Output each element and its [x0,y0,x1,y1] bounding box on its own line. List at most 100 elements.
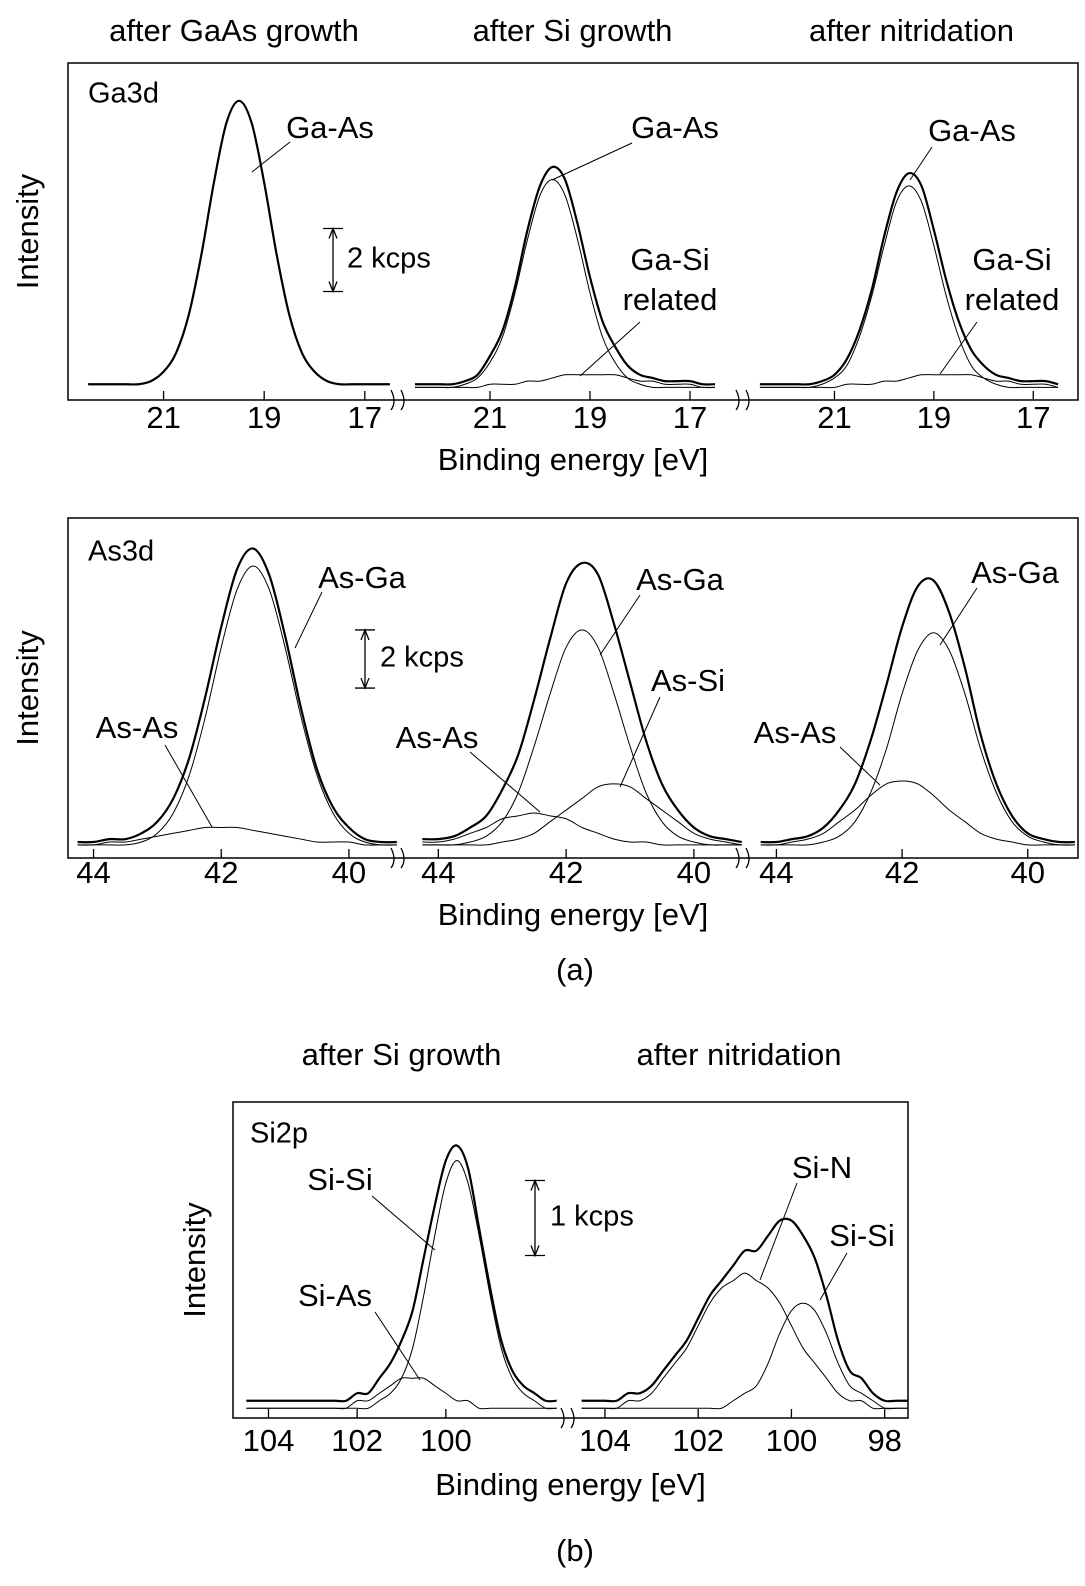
scale-bar-arrow [530,1178,540,1191]
x-tick-label: 17 [348,400,382,435]
x-tick-label: 44 [759,855,793,890]
figure-label: (a) [556,952,594,987]
axis-break [390,847,395,869]
x-axis-label: Binding energy [eV] [435,1467,706,1502]
x-tick-label: 40 [332,855,366,890]
fitted-component [422,783,742,846]
fitted-component [581,1272,908,1410]
x-tick-label: 104 [579,1423,631,1458]
leader-line [939,321,978,375]
leader-line [619,696,661,788]
measured-spectrum [415,165,716,386]
x-tick-label: 42 [549,855,583,890]
scale-bar-arrow [360,677,370,690]
x-tick-label: 102 [331,1423,383,1458]
x-tick-label: 100 [766,1423,818,1458]
peak-label: Si-As [298,1278,372,1313]
fitted-component [759,374,1059,389]
scale-bar-arrow [530,1245,540,1258]
leader-line [294,591,323,649]
axis-break [735,389,740,411]
axis-break [400,389,405,411]
peak-label: Si-N [792,1150,852,1185]
x-tick-label: 40 [677,855,711,890]
axis-break [400,847,405,869]
y-axis-label: Intensity [10,173,45,289]
panel: Ga3d Binding energy [eV] Intensity 2 kcps af… [10,13,1079,477]
measured-spectrum [759,171,1059,386]
panel: Si2p Binding energy [eV] Intensity 1 kcps af… [177,1037,909,1502]
peak-label: As-Ga [318,560,407,595]
scale-bar-label: 2 kcps [380,642,464,674]
x-tick-label: 21 [817,400,851,435]
peak-label: As-As [754,715,837,750]
x-tick-label: 19 [573,400,607,435]
leader-line [371,1195,436,1251]
peak-label: Si-Si [829,1218,894,1253]
leader-line [251,141,291,173]
fitted-component [760,780,1075,846]
scale-bar-arrow [328,281,338,294]
peak-label: Ga-As [286,110,374,145]
fitted-component [246,1377,557,1410]
scale-bar-label: 2 kcps [347,243,431,275]
x-tick-label: 19 [917,400,951,435]
leader-line [469,751,541,813]
fitted-component [246,1160,557,1410]
x-tick-label: 44 [421,855,455,890]
peak-label: Ga-Si related [965,242,1060,317]
fitted-component [422,812,742,846]
peak-label: As-Ga [971,555,1060,590]
axis-break [560,1407,565,1429]
scale-bar-arrow [328,226,338,239]
fitted-component [77,826,397,846]
x-tick-label: 42 [885,855,919,890]
measured-spectrum [422,561,743,844]
leader-line [164,744,213,828]
peak-label: As-As [96,710,179,745]
peak-label: As-As [396,720,479,755]
axis-break [745,389,750,411]
axis-break [735,847,740,869]
measured-spectrum [246,1144,557,1403]
measured-spectrum [760,577,1075,844]
segment-title: after Si growth [473,13,673,48]
y-axis-label: Intensity [177,1202,212,1318]
panel: As3d Binding energy [eV] Intensity 2 kcps 44… [10,517,1079,932]
fitted-component [581,1302,908,1410]
peak-label: As-Ga [636,562,725,597]
x-tick-label: 17 [673,400,707,435]
panel-label: Si2p [250,1118,308,1150]
leader-line [759,1182,798,1281]
segment-title: after GaAs growth [109,13,359,48]
x-tick-label: 42 [204,855,238,890]
segment-title: after nitridation [636,1037,841,1072]
panel-label: Ga3d [88,78,159,110]
scale-bar-label: 1 kcps [550,1201,634,1233]
fitted-component [77,565,397,846]
leader-line [551,142,633,181]
leader-line [599,594,641,656]
axis-break [390,389,395,411]
leader-line [819,1252,848,1301]
x-tick-label: 104 [243,1423,295,1458]
x-tick-label: 40 [1010,855,1044,890]
leader-line [839,746,881,786]
fitted-component [760,632,1075,846]
x-tick-label: 21 [473,400,507,435]
measured-spectrum [77,547,397,844]
measured-spectrum [88,99,390,386]
axis-break [570,1407,575,1429]
x-tick-label: 21 [146,400,180,435]
peak-label: Ga-Si related [623,242,718,317]
peak-label: As-Si [651,663,725,698]
measured-spectrum [581,1217,908,1403]
leader-line [374,1311,421,1381]
x-tick-label: 19 [247,400,281,435]
peak-label: Ga-As [928,113,1016,148]
axis-break [745,847,750,869]
peak-label: Ga-As [631,110,719,145]
x-tick-label: 102 [672,1423,724,1458]
plot-frame [67,62,1079,401]
